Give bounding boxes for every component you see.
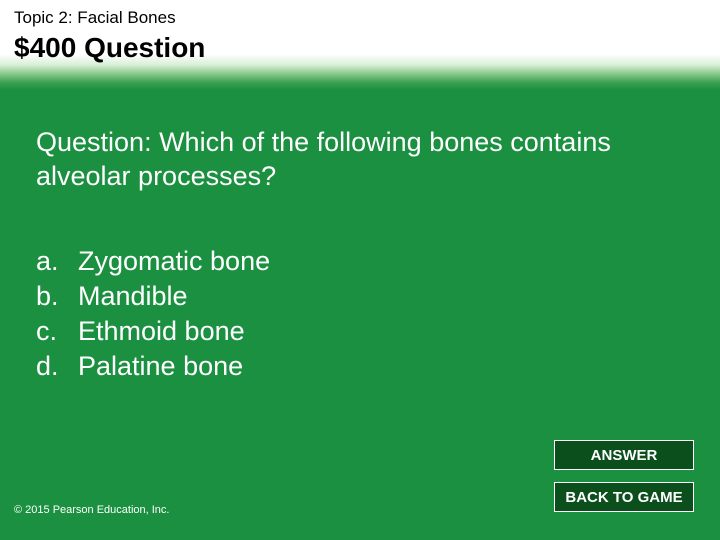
option-c: c. Ethmoid bone xyxy=(36,314,270,349)
question-prompt: Question: Which of the following bones c… xyxy=(36,126,684,194)
option-letter: d. xyxy=(36,349,78,384)
question-value: $400 Question xyxy=(14,32,706,64)
header-bar: Topic 2: Facial Bones $400 Question xyxy=(0,0,720,90)
option-text: Ethmoid bone xyxy=(78,314,245,349)
option-d: d. Palatine bone xyxy=(36,349,270,384)
slide: Topic 2: Facial Bones $400 Question Ques… xyxy=(0,0,720,540)
option-a: a. Zygomatic bone xyxy=(36,244,270,279)
option-text: Zygomatic bone xyxy=(78,244,270,279)
option-letter: a. xyxy=(36,244,78,279)
topic-label: Topic 2: Facial Bones xyxy=(14,8,706,28)
answer-button[interactable]: ANSWER xyxy=(554,440,694,470)
options-list: a. Zygomatic bone b. Mandible c. Ethmoid… xyxy=(36,244,270,384)
option-letter: b. xyxy=(36,279,78,314)
copyright-text: © 2015 Pearson Education, Inc. xyxy=(14,504,169,516)
back-to-game-button[interactable]: BACK TO GAME xyxy=(554,482,694,512)
option-text: Palatine bone xyxy=(78,349,243,384)
option-letter: c. xyxy=(36,314,78,349)
option-b: b. Mandible xyxy=(36,279,270,314)
option-text: Mandible xyxy=(78,279,188,314)
